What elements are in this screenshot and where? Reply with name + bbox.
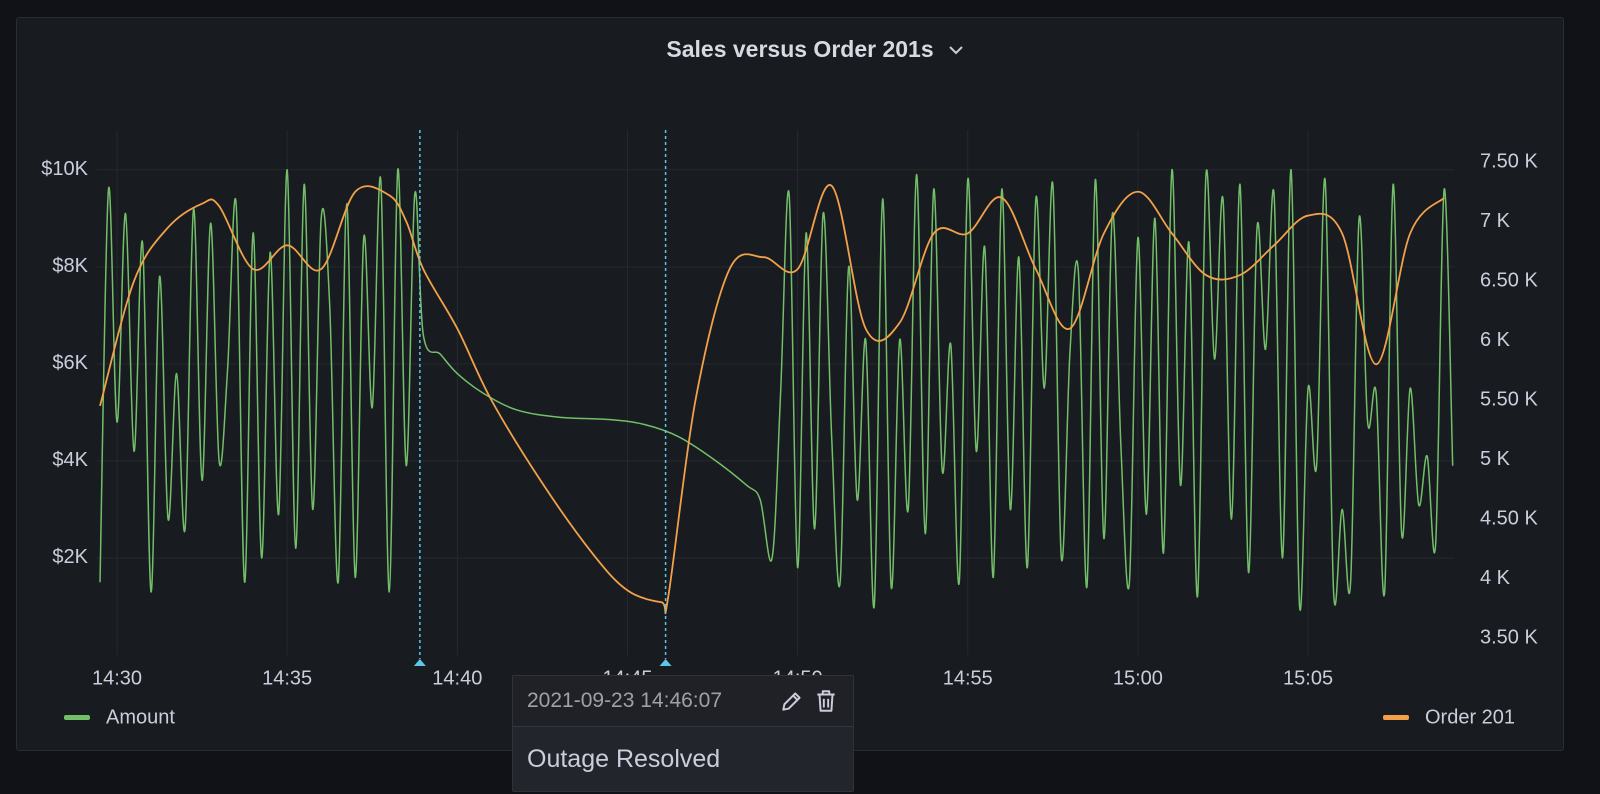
y2-tick-label: 5.50 K [1480,388,1538,410]
series-line [99,168,1454,611]
y-tick-label: $8K [52,255,88,277]
edit-icon[interactable] [779,688,805,714]
title-menu-chevron[interactable] [949,46,963,55]
legend-swatch [64,715,90,720]
y-tick-label: $10K [41,158,88,180]
y-tick-label: $6K [52,352,88,374]
annotation-marker [413,659,426,666]
series-line [99,184,1445,614]
x-tick-label: 15:00 [1113,667,1163,689]
x-tick-label: 14:40 [432,667,482,689]
legend-label[interactable]: Order 201 [1425,706,1515,728]
y2-tick-label: 5 K [1480,448,1511,470]
x-tick-label: 14:35 [262,667,312,689]
y2-tick-label: 6 K [1480,329,1511,351]
plot-area [99,168,1454,614]
tooltip-header: 2021-09-23 14:46:07 [513,676,853,727]
x-tick-label: 14:30 [92,667,142,689]
y2-tick-label: 4 K [1480,567,1511,589]
y2-tick-label: 7.50 K [1480,150,1538,172]
y2-tick-label: 3.50 K [1480,626,1538,648]
y2-tick-label: 6.50 K [1480,269,1538,291]
annotation-time: 2021-09-23 14:46:07 [527,689,722,712]
legend-label[interactable]: Amount [106,706,175,728]
x-tick-label: 14:55 [943,667,993,689]
y-tick-label: $4K [52,449,88,471]
delete-icon[interactable] [813,688,839,714]
y-tick-label: $2K [52,546,88,568]
annotation-tooltip: 2021-09-23 14:46:07 Outage Resolved [512,675,854,792]
y2-tick-label: 7 K [1480,210,1511,232]
annotation-marker [659,659,672,666]
legend-swatch [1383,715,1409,720]
y2-tick-label: 4.50 K [1480,507,1538,529]
annotation-text: Outage Resolved [527,745,721,773]
chart-title: Sales versus Order 201s [666,36,933,62]
x-tick-label: 15:05 [1283,667,1333,689]
